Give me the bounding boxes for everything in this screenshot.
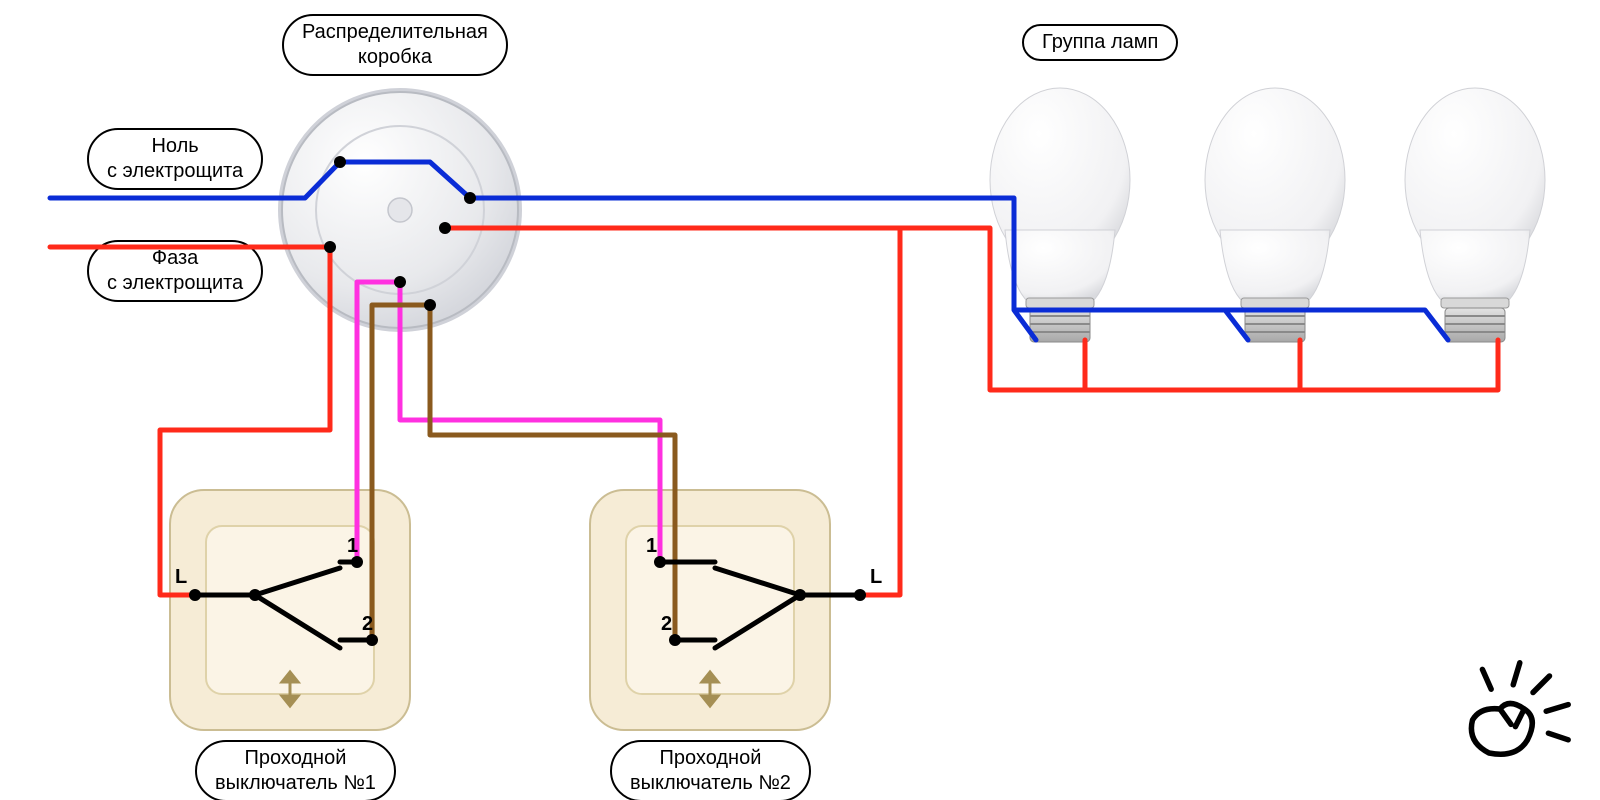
sw1-label-1: 1 xyxy=(347,535,358,557)
sw1-terminal-1 xyxy=(351,556,363,568)
node-brown xyxy=(424,299,436,311)
node-phase-out xyxy=(439,222,451,234)
sw1-pivot xyxy=(249,589,261,601)
switch1-icon xyxy=(170,490,410,730)
wire-neutral-to-lamps xyxy=(340,162,1448,340)
lamp-1-icon xyxy=(990,88,1130,342)
lamp-3-icon xyxy=(1405,88,1545,342)
sw2-label-1: 1 xyxy=(646,535,657,557)
phase-supply-label: Фаза с электрощита xyxy=(87,240,263,302)
wire-phase-sw2-to-lamps xyxy=(445,228,1498,595)
wire-traveller-pink xyxy=(357,282,660,562)
sw2-pivot xyxy=(794,589,806,601)
junction-box-icon xyxy=(278,88,522,332)
sw1-label-L: L xyxy=(175,566,187,588)
neutral-supply-label: Ноль с электрощита xyxy=(87,128,263,190)
sw1-terminal-L xyxy=(189,589,201,601)
lamps-group-label: Группа ламп xyxy=(1022,24,1178,61)
sw2-label-2: 2 xyxy=(661,613,672,635)
sw1-terminal-2 xyxy=(366,634,378,646)
switch2-contacts xyxy=(660,562,860,648)
switch1-label: Проходной выключатель №1 xyxy=(195,740,396,800)
node-phase-in xyxy=(324,241,336,253)
sw2-label-L: L xyxy=(870,566,882,588)
wiring-diagram: L 1 2 L 1 2 xyxy=(0,0,1600,800)
sw2-terminal-2 xyxy=(669,634,681,646)
sw2-terminal-L xyxy=(854,589,866,601)
wire-traveller-brown xyxy=(372,305,675,640)
lamp-2-icon xyxy=(1205,88,1345,342)
node-neutral-in xyxy=(334,156,346,168)
node-pink xyxy=(394,276,406,288)
switch2-icon xyxy=(590,490,830,730)
snap-fingers-icon xyxy=(1471,663,1568,754)
junction-box-label: Распределительная коробка xyxy=(282,14,508,76)
sw2-terminal-1 xyxy=(654,556,666,568)
sw1-label-2: 2 xyxy=(362,613,373,635)
switch2-label: Проходной выключатель №2 xyxy=(610,740,811,800)
node-neutral-out xyxy=(464,192,476,204)
switch1-contacts xyxy=(195,562,372,648)
